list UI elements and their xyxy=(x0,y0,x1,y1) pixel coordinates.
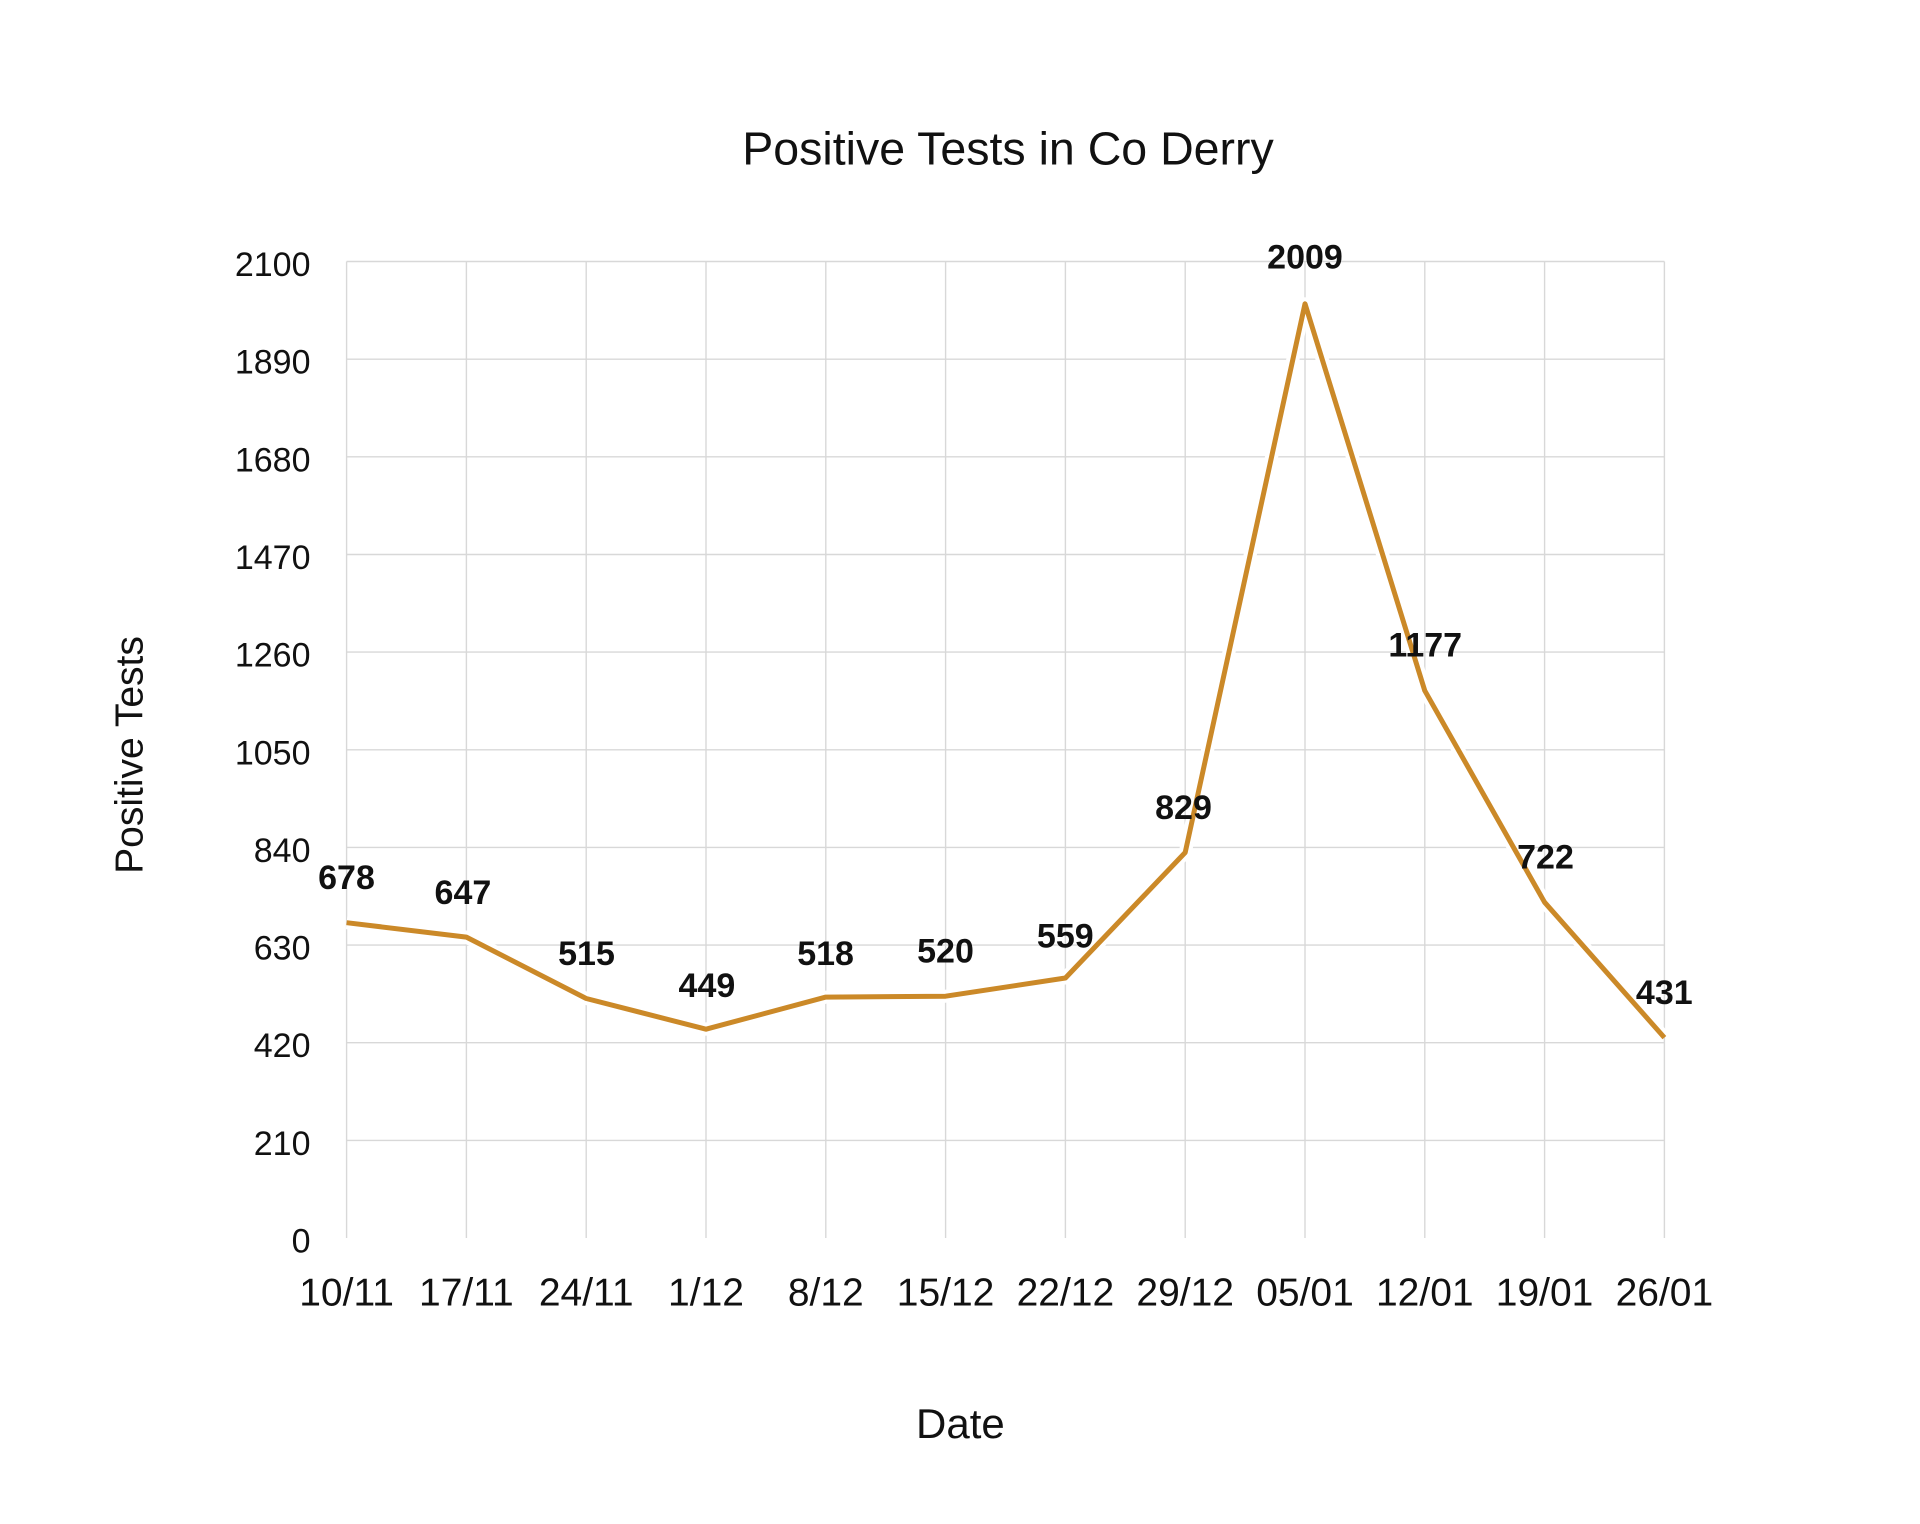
svg-text:829: 829 xyxy=(1155,789,1212,827)
svg-text:840: 840 xyxy=(254,832,311,870)
svg-text:29/12: 29/12 xyxy=(1136,1272,1234,1315)
svg-text:Positive Tests in Co Derry: Positive Tests in Co Derry xyxy=(742,123,1274,175)
svg-text:1/12: 1/12 xyxy=(668,1272,744,1315)
svg-text:24/11: 24/11 xyxy=(539,1272,634,1315)
svg-text:520: 520 xyxy=(917,933,974,971)
svg-text:19/01: 19/01 xyxy=(1496,1272,1594,1315)
svg-text:8/12: 8/12 xyxy=(788,1272,864,1315)
svg-text:10/11: 10/11 xyxy=(299,1272,394,1315)
svg-text:518: 518 xyxy=(797,935,854,973)
svg-text:630: 630 xyxy=(254,930,311,968)
svg-text:449: 449 xyxy=(679,967,736,1005)
svg-text:0: 0 xyxy=(292,1223,311,1261)
svg-text:1260: 1260 xyxy=(235,637,311,675)
svg-text:420: 420 xyxy=(254,1027,311,1065)
svg-text:210: 210 xyxy=(254,1125,311,1163)
svg-text:647: 647 xyxy=(435,874,492,912)
svg-text:431: 431 xyxy=(1636,974,1693,1012)
svg-text:15/12: 15/12 xyxy=(897,1272,995,1315)
svg-text:Positive Tests: Positive Tests xyxy=(109,636,152,874)
svg-text:17/11: 17/11 xyxy=(419,1272,514,1315)
svg-text:1890: 1890 xyxy=(235,344,311,382)
svg-text:722: 722 xyxy=(1517,839,1574,877)
svg-text:12/01: 12/01 xyxy=(1376,1272,1474,1315)
svg-text:26/01: 26/01 xyxy=(1616,1272,1714,1315)
svg-text:559: 559 xyxy=(1037,918,1094,956)
svg-text:1680: 1680 xyxy=(235,441,311,479)
svg-text:2100: 2100 xyxy=(235,246,311,284)
svg-text:05/01: 05/01 xyxy=(1256,1272,1354,1315)
svg-text:1177: 1177 xyxy=(1388,627,1462,665)
svg-text:1050: 1050 xyxy=(235,734,311,772)
svg-text:Date: Date xyxy=(916,1400,1005,1447)
svg-text:2009: 2009 xyxy=(1267,238,1343,276)
svg-text:1470: 1470 xyxy=(235,539,311,577)
svg-text:22/12: 22/12 xyxy=(1017,1272,1115,1315)
svg-text:515: 515 xyxy=(558,935,615,973)
svg-text:678: 678 xyxy=(318,859,375,897)
